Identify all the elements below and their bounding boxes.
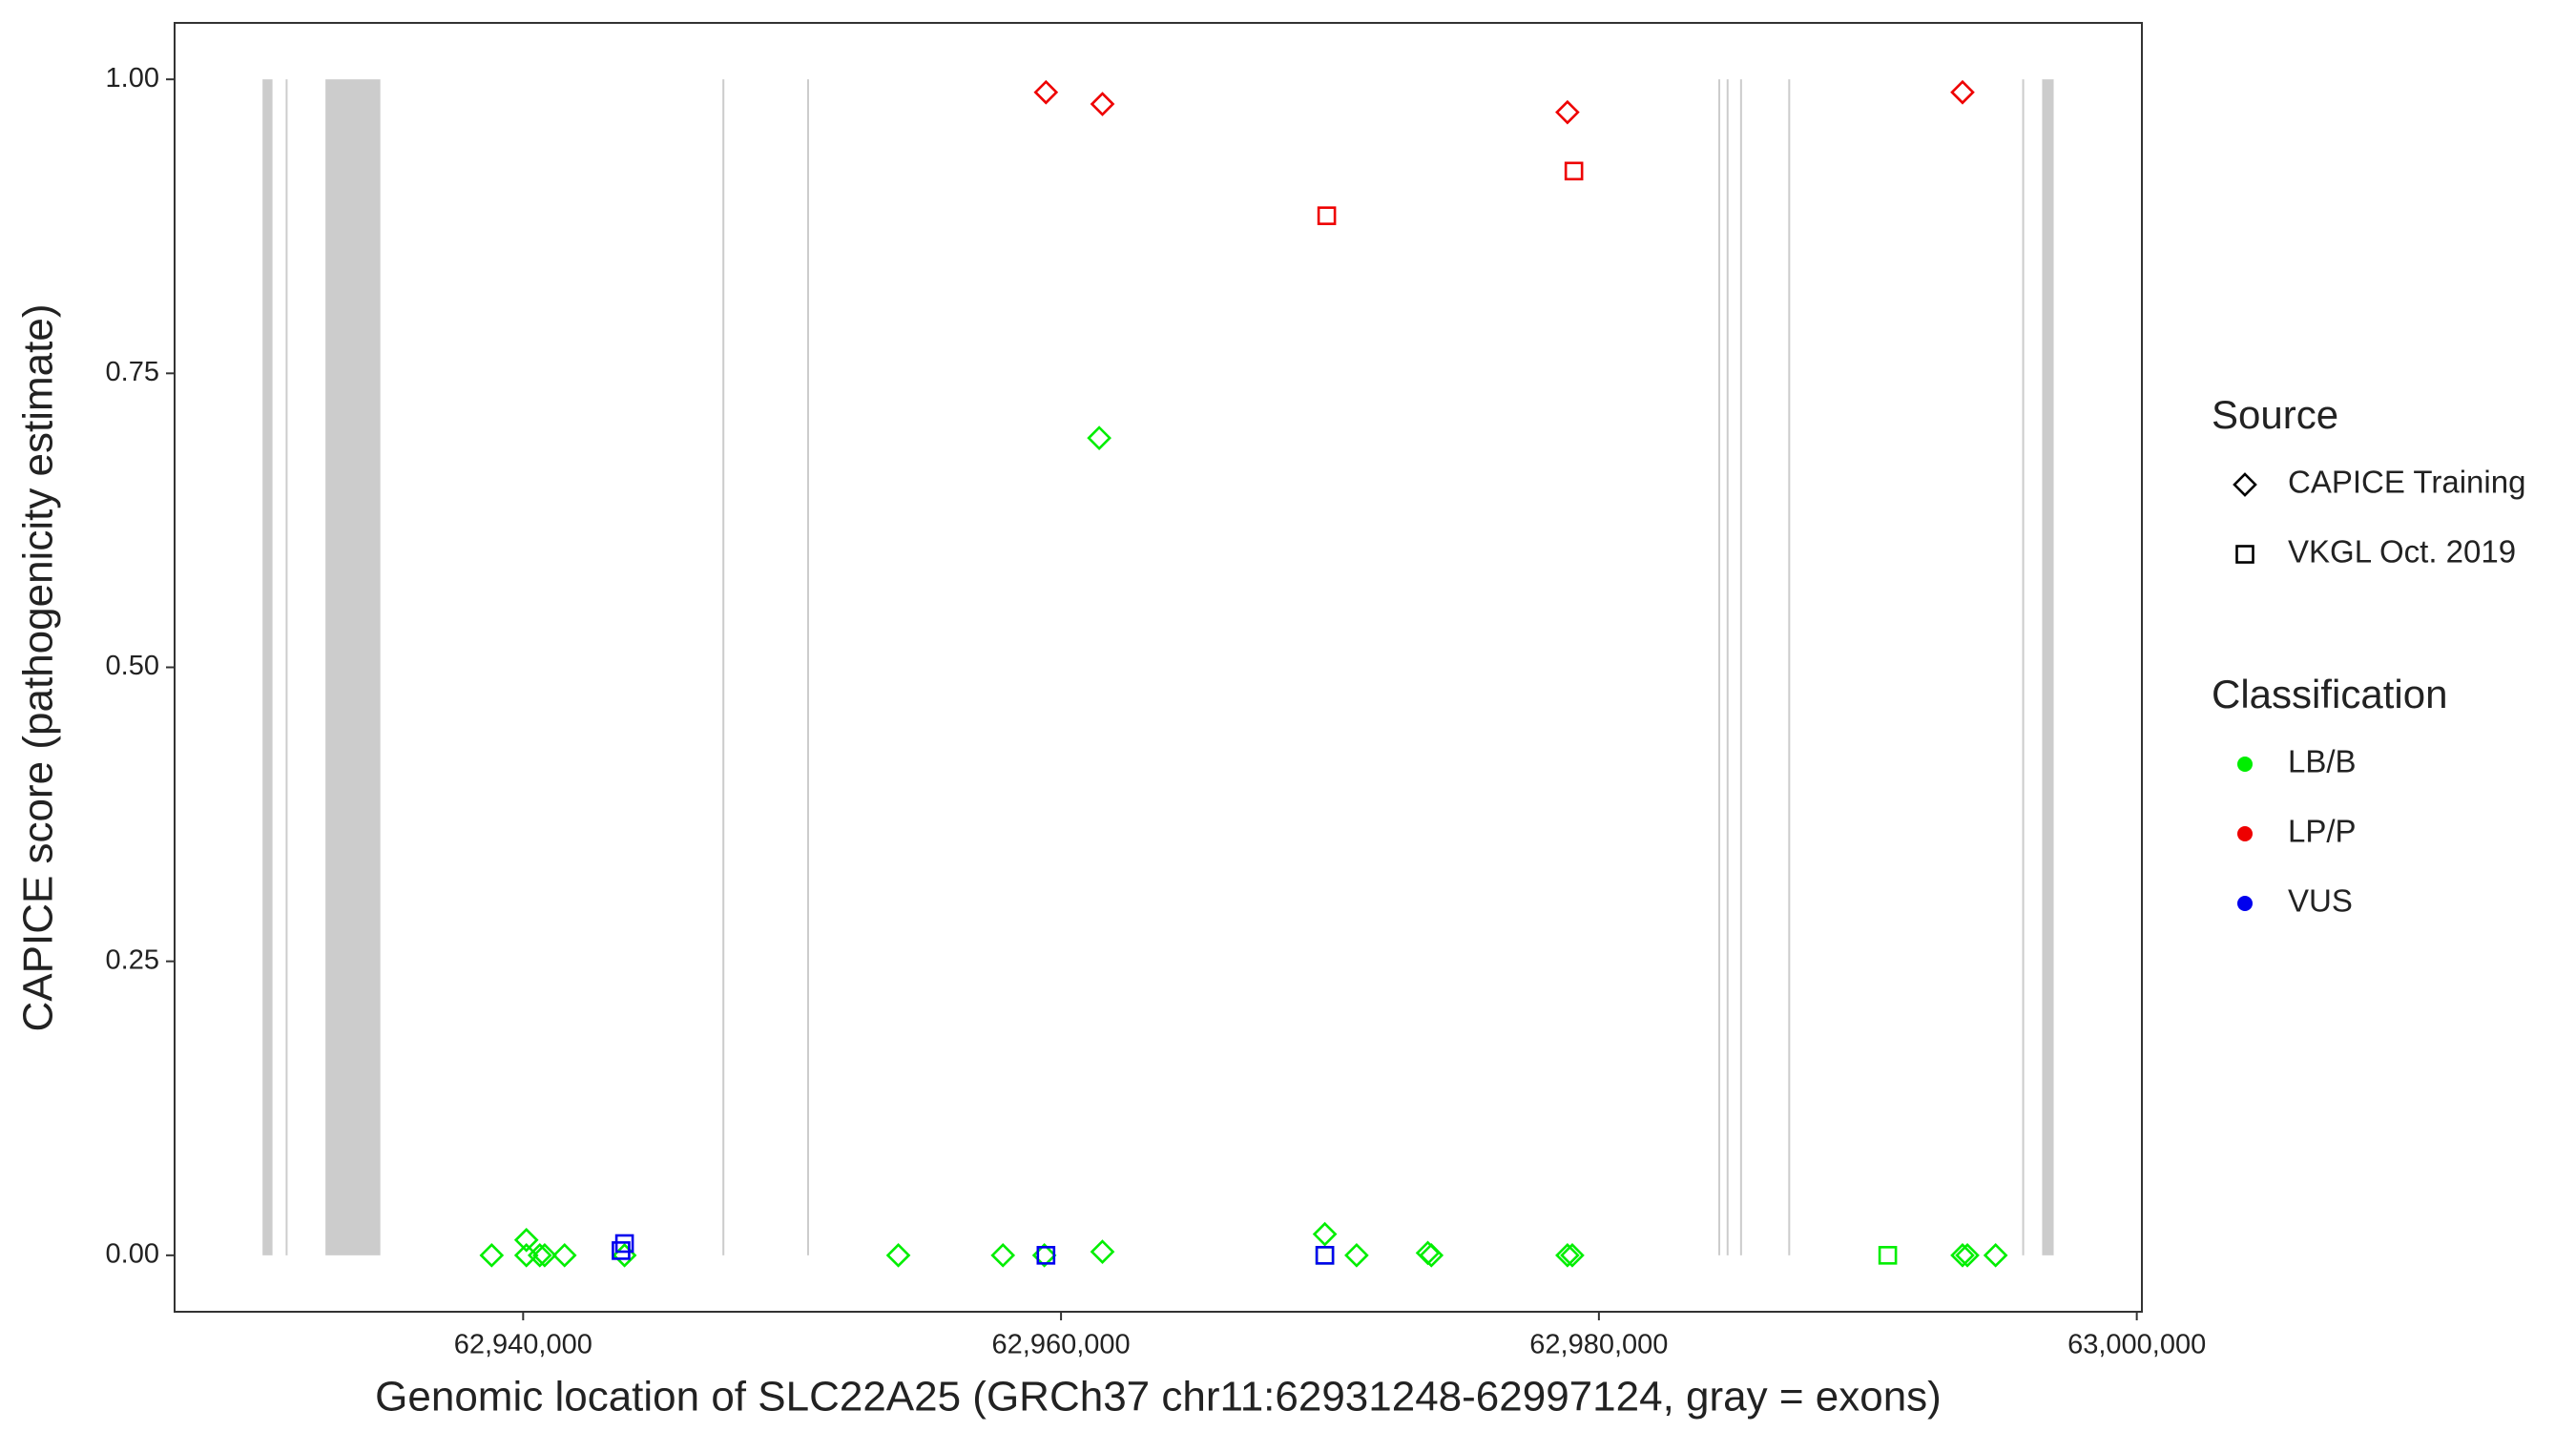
legend-key bbox=[2235, 545, 2254, 564]
exon bbox=[285, 79, 288, 1255]
legend-label: VUS bbox=[2288, 883, 2353, 919]
point bbox=[885, 1242, 911, 1268]
y-tick-label: 1.00 bbox=[106, 63, 159, 93]
point bbox=[551, 1242, 577, 1268]
x-tick-label: 62,960,000 bbox=[992, 1330, 1131, 1360]
point bbox=[1950, 1242, 1975, 1268]
point bbox=[1036, 1246, 1056, 1265]
point bbox=[1033, 79, 1059, 105]
exon bbox=[1726, 79, 1729, 1255]
legend-label: LP/P bbox=[2288, 814, 2357, 849]
legend-label: LB/B bbox=[2288, 744, 2357, 779]
legend-key bbox=[2237, 896, 2253, 911]
point bbox=[1555, 1242, 1580, 1268]
y-axis-title: CAPICE score (pathogenicity estimate) bbox=[15, 304, 62, 1032]
legend-key bbox=[2233, 472, 2257, 497]
legend-label: VKGL Oct. 2019 bbox=[2288, 534, 2516, 570]
legend-key bbox=[2237, 757, 2253, 772]
point bbox=[1560, 1242, 1585, 1268]
point bbox=[1315, 1246, 1335, 1265]
y-tick-label: 0.50 bbox=[106, 651, 159, 681]
exon bbox=[262, 79, 273, 1255]
exon bbox=[325, 79, 381, 1255]
point bbox=[527, 1242, 552, 1268]
point bbox=[1955, 1242, 1980, 1268]
point bbox=[1419, 1242, 1444, 1268]
exon bbox=[2022, 79, 2025, 1255]
x-tick-label: 63,000,000 bbox=[2067, 1330, 2206, 1360]
point bbox=[1878, 1246, 1898, 1265]
x-axis-title: Genomic location of SLC22A25 (GRCh37 chr… bbox=[375, 1374, 1942, 1421]
point bbox=[1315, 1246, 1335, 1265]
point bbox=[1344, 1242, 1369, 1268]
point bbox=[1090, 1239, 1115, 1264]
point bbox=[990, 1242, 1016, 1268]
legend-title: Classification bbox=[2212, 672, 2447, 716]
point bbox=[1564, 161, 1584, 181]
point bbox=[479, 1242, 505, 1268]
exon bbox=[2042, 79, 2054, 1255]
point bbox=[1087, 425, 1111, 450]
plot-border bbox=[174, 22, 2143, 1313]
exon bbox=[722, 79, 725, 1255]
exon bbox=[1788, 79, 1791, 1255]
legend-title: Source bbox=[2212, 392, 2338, 437]
exon bbox=[1718, 79, 1721, 1255]
point bbox=[1312, 1221, 1338, 1247]
point bbox=[1090, 92, 1115, 116]
point bbox=[1983, 1242, 2008, 1268]
y-tick-label: 0.25 bbox=[106, 944, 159, 975]
point bbox=[612, 1241, 631, 1260]
point bbox=[1555, 99, 1580, 125]
legend-label: CAPICE Training bbox=[2288, 465, 2525, 500]
point bbox=[1317, 206, 1337, 225]
x-tick-label: 62,940,000 bbox=[454, 1330, 592, 1360]
exon bbox=[806, 79, 809, 1255]
x-tick-label: 62,980,000 bbox=[1529, 1330, 1668, 1360]
y-tick-label: 0.00 bbox=[106, 1238, 159, 1269]
legend-key bbox=[2237, 826, 2253, 841]
point bbox=[513, 1227, 539, 1253]
point bbox=[1950, 79, 1975, 105]
y-tick-label: 0.75 bbox=[106, 357, 159, 387]
point bbox=[532, 1242, 557, 1268]
exon bbox=[1739, 79, 1742, 1255]
